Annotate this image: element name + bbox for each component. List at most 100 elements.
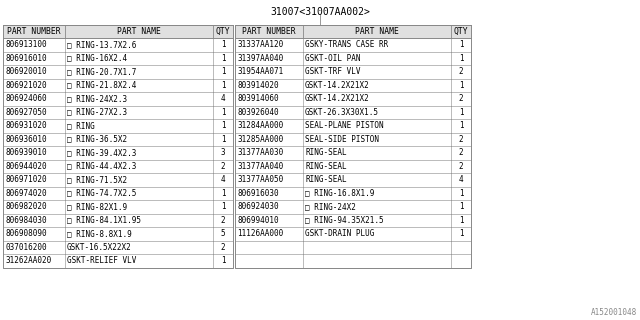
Text: PART NUMBER: PART NUMBER — [7, 27, 61, 36]
Text: 803914060: 803914060 — [237, 94, 278, 103]
Text: 1: 1 — [221, 40, 225, 49]
Text: □ RING-36.5X2: □ RING-36.5X2 — [67, 135, 127, 144]
Text: 806974020: 806974020 — [5, 189, 47, 198]
Text: 806916010: 806916010 — [5, 54, 47, 63]
Text: SEAL-SIDE PISTON: SEAL-SIDE PISTON — [305, 135, 379, 144]
Text: 806920010: 806920010 — [5, 67, 47, 76]
Text: 1: 1 — [221, 54, 225, 63]
Text: 1: 1 — [459, 108, 463, 117]
Text: 31397AA040: 31397AA040 — [237, 54, 284, 63]
Text: 2: 2 — [459, 148, 463, 157]
Text: 2: 2 — [459, 162, 463, 171]
Text: 806924030: 806924030 — [237, 202, 278, 211]
Text: 1: 1 — [221, 121, 225, 130]
Text: 1: 1 — [221, 81, 225, 90]
Text: □ RING-20.7X1.7: □ RING-20.7X1.7 — [67, 67, 136, 76]
Text: 31954AA071: 31954AA071 — [237, 67, 284, 76]
Text: GSKT-RELIEF VLV: GSKT-RELIEF VLV — [67, 256, 136, 265]
Text: 2: 2 — [459, 67, 463, 76]
Text: 1: 1 — [221, 256, 225, 265]
Text: □ RING-94.35X21.5: □ RING-94.35X21.5 — [305, 216, 383, 225]
Text: 1: 1 — [221, 189, 225, 198]
Text: 1: 1 — [221, 67, 225, 76]
Text: 2: 2 — [221, 162, 225, 171]
Text: 806936010: 806936010 — [5, 135, 47, 144]
Text: PART NAME: PART NAME — [355, 27, 399, 36]
Text: □ RING-27X2.3: □ RING-27X2.3 — [67, 108, 127, 117]
Text: 1: 1 — [459, 54, 463, 63]
Text: 1: 1 — [221, 202, 225, 211]
Text: □ RING-84.1X1.95: □ RING-84.1X1.95 — [67, 216, 141, 225]
Text: □ RING-13.7X2.6: □ RING-13.7X2.6 — [67, 40, 136, 49]
Text: QTY: QTY — [216, 27, 230, 36]
Text: 806982020: 806982020 — [5, 202, 47, 211]
Text: RING-SEAL: RING-SEAL — [305, 162, 347, 171]
Text: 806908090: 806908090 — [5, 229, 47, 238]
Text: 31007<31007AA002>: 31007<31007AA002> — [270, 7, 370, 17]
Text: GSKT-16.5X22X2: GSKT-16.5X22X2 — [67, 243, 132, 252]
Text: RING-SEAL: RING-SEAL — [305, 148, 347, 157]
Text: GSKT-26.3X30X1.5: GSKT-26.3X30X1.5 — [305, 108, 379, 117]
Text: 31284AA000: 31284AA000 — [237, 121, 284, 130]
Text: □ RING-71.5X2: □ RING-71.5X2 — [67, 175, 127, 184]
Text: 1: 1 — [459, 229, 463, 238]
Text: GSKY-TRANS CASE RR: GSKY-TRANS CASE RR — [305, 40, 388, 49]
Text: 1: 1 — [459, 202, 463, 211]
Text: 11126AA000: 11126AA000 — [237, 229, 284, 238]
Text: 803926040: 803926040 — [237, 108, 278, 117]
Text: □ RING-24X2: □ RING-24X2 — [305, 202, 356, 211]
Text: 1: 1 — [459, 40, 463, 49]
Text: 31285AA000: 31285AA000 — [237, 135, 284, 144]
Text: QTY: QTY — [454, 27, 468, 36]
Text: GSKT-14.2X21X2: GSKT-14.2X21X2 — [305, 81, 370, 90]
Text: GSKT-TRF VLV: GSKT-TRF VLV — [305, 67, 360, 76]
Text: 1: 1 — [221, 135, 225, 144]
Text: 1: 1 — [459, 121, 463, 130]
Text: 4: 4 — [459, 175, 463, 184]
Text: □ RING-44.4X2.3: □ RING-44.4X2.3 — [67, 162, 136, 171]
Text: 1: 1 — [459, 81, 463, 90]
Text: RING-SEAL: RING-SEAL — [305, 175, 347, 184]
Text: 037016200: 037016200 — [5, 243, 47, 252]
Text: 806927050: 806927050 — [5, 108, 47, 117]
Text: 806931020: 806931020 — [5, 121, 47, 130]
Text: 5: 5 — [221, 229, 225, 238]
Text: 806984030: 806984030 — [5, 216, 47, 225]
Text: 806944020: 806944020 — [5, 162, 47, 171]
Text: PART NAME: PART NAME — [117, 27, 161, 36]
Text: □ RING-39.4X2.3: □ RING-39.4X2.3 — [67, 148, 136, 157]
Text: 1: 1 — [221, 108, 225, 117]
Text: 806916030: 806916030 — [237, 189, 278, 198]
Text: □ RING-82X1.9: □ RING-82X1.9 — [67, 202, 127, 211]
Text: 2: 2 — [459, 94, 463, 103]
Text: 31377AA030: 31377AA030 — [237, 148, 284, 157]
Text: GSKT-OIL PAN: GSKT-OIL PAN — [305, 54, 360, 63]
Text: 4: 4 — [221, 175, 225, 184]
Text: 803914020: 803914020 — [237, 81, 278, 90]
Bar — [3, 25, 233, 268]
Text: SEAL-PLANE PISTON: SEAL-PLANE PISTON — [305, 121, 383, 130]
Text: 1: 1 — [459, 216, 463, 225]
Text: GSKT-DRAIN PLUG: GSKT-DRAIN PLUG — [305, 229, 374, 238]
Text: 1: 1 — [459, 189, 463, 198]
Text: 2: 2 — [221, 243, 225, 252]
Text: 2: 2 — [221, 216, 225, 225]
Text: GSKT-14.2X21X2: GSKT-14.2X21X2 — [305, 94, 370, 103]
Bar — [235, 25, 471, 268]
Text: 806939010: 806939010 — [5, 148, 47, 157]
Text: 2: 2 — [459, 135, 463, 144]
Text: 806994010: 806994010 — [237, 216, 278, 225]
Text: 3: 3 — [221, 148, 225, 157]
Text: PART NUMBER: PART NUMBER — [242, 27, 296, 36]
Text: 31337AA120: 31337AA120 — [237, 40, 284, 49]
Text: 806913100: 806913100 — [5, 40, 47, 49]
Text: □ RING: □ RING — [67, 121, 95, 130]
Bar — [3, 25, 233, 38]
Text: 4: 4 — [221, 94, 225, 103]
Text: 31377AA050: 31377AA050 — [237, 175, 284, 184]
Text: □ RING-24X2.3: □ RING-24X2.3 — [67, 94, 127, 103]
Text: □ RING-16.8X1.9: □ RING-16.8X1.9 — [305, 189, 374, 198]
Text: □ RING-74.7X2.5: □ RING-74.7X2.5 — [67, 189, 136, 198]
Text: 31377AA040: 31377AA040 — [237, 162, 284, 171]
Text: A152001048: A152001048 — [591, 308, 637, 317]
